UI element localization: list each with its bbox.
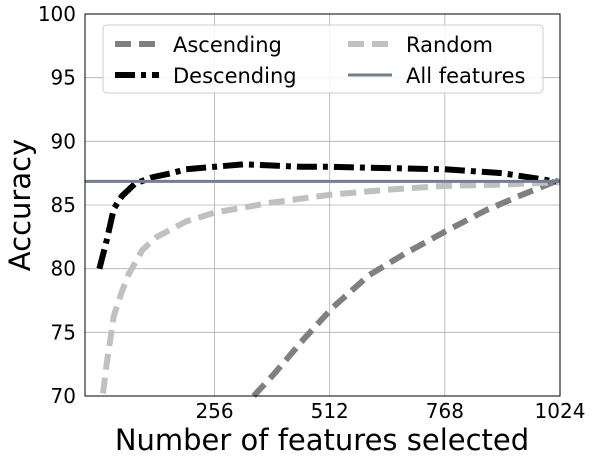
series-lines <box>85 161 562 399</box>
y-tick-labels: 70 75 80 85 90 95 100 <box>38 2 76 408</box>
x-tick-label: 512 <box>311 399 349 423</box>
legend-label-descending: Descending <box>173 64 297 88</box>
series-line-descending <box>96 161 561 270</box>
x-axis-label: Number of features selected <box>115 423 529 457</box>
legend-label-all-features: All features <box>406 64 525 88</box>
legend-label-ascending: Ascending <box>173 33 282 57</box>
y-tick-label: 100 <box>38 2 76 26</box>
plot-frame <box>84 13 561 397</box>
legend: Ascending Descending Random All features <box>102 24 544 94</box>
x-tick-label: 1024 <box>535 399 586 423</box>
x-tick-label: 768 <box>426 399 464 423</box>
y-tick-label: 90 <box>51 129 76 153</box>
x-tick-labels: 256 512 768 1024 <box>195 399 585 423</box>
legend-label-random: Random <box>406 33 493 57</box>
y-tick-label: 75 <box>51 320 76 344</box>
y-tick-label: 70 <box>51 384 76 408</box>
legend-frame <box>102 24 544 94</box>
y-tick-label: 80 <box>51 257 76 281</box>
y-axis-label: Accuracy <box>3 139 37 271</box>
series-line-random <box>100 179 561 394</box>
x-tick-label: 256 <box>195 399 233 423</box>
y-tick-label: 95 <box>51 66 76 90</box>
series-line-ascending <box>251 176 562 399</box>
y-tick-label: 85 <box>51 193 76 217</box>
